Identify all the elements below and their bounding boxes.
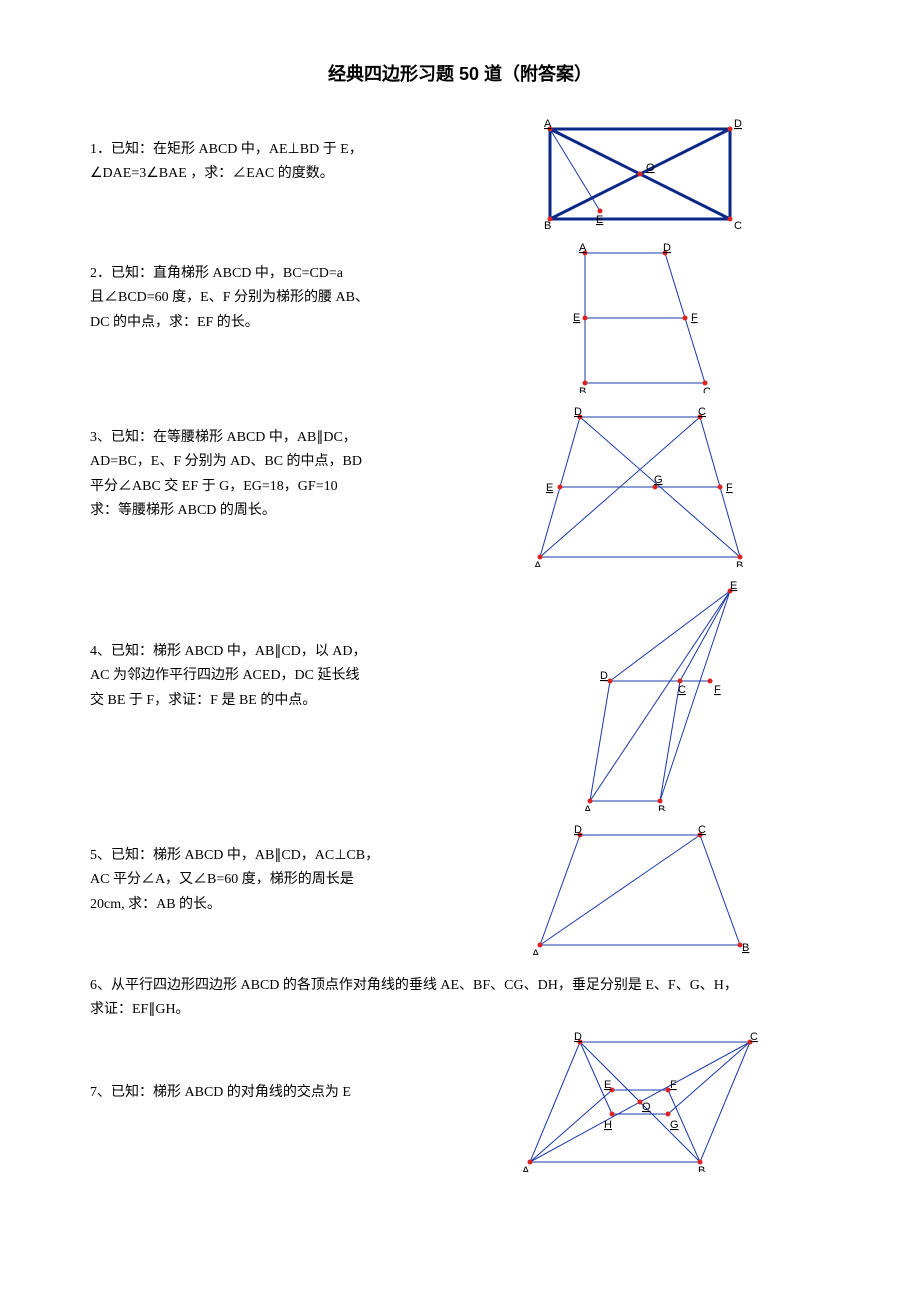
- p4-line2: AC 为邻边作平行四边形 ACED，DC 延长线: [90, 665, 430, 687]
- p7-line1: 7、已知：梯形 ABCD 的对角线的交点为 E: [90, 1082, 430, 1104]
- svg-text:D: D: [574, 407, 582, 418]
- svg-text:F: F: [726, 482, 733, 494]
- svg-text:E: E: [546, 482, 553, 494]
- svg-text:A: A: [584, 804, 592, 811]
- svg-text:B: B: [658, 804, 665, 811]
- p1-line1: 1．已知：在矩形 ABCD 中，AE⊥BD 于 E，: [90, 139, 430, 161]
- svg-text:F: F: [714, 684, 721, 696]
- svg-text:C: C: [678, 684, 686, 696]
- svg-text:A: A: [544, 119, 552, 130]
- svg-text:E: E: [596, 214, 603, 226]
- problem-5-text: 5、已知：梯形 ABCD 中，AB∥CD，AC⊥CB， AC 平分∠A，又∠B=…: [90, 825, 430, 918]
- svg-text:D: D: [734, 119, 742, 130]
- svg-text:C: C: [698, 825, 706, 836]
- figure-2: A D E F B C: [450, 243, 830, 393]
- svg-text:G: G: [654, 474, 663, 486]
- problem-5: 5、已知：梯形 ABCD 中，AB∥CD，AC⊥CB， AC 平分∠A，又∠B=…: [90, 825, 830, 955]
- p6-line1: 6、从平行四边形四边形 ABCD 的各顶点作对角线的垂线 AE、BF、CG、DH…: [90, 975, 830, 997]
- p2-line1: 2．已知：直角梯形 ABCD 中，BC=CD=a: [90, 263, 430, 285]
- p5-line3: 20cm, 求：AB 的长。: [90, 894, 430, 916]
- svg-text:E: E: [604, 1079, 611, 1091]
- figure-3: D C E G F A B: [450, 407, 830, 567]
- svg-text:H: H: [604, 1119, 612, 1131]
- svg-text:O: O: [642, 1101, 651, 1113]
- svg-text:A: A: [532, 948, 540, 955]
- svg-text:A: A: [579, 243, 587, 254]
- svg-text:A: A: [522, 1165, 530, 1172]
- p3-line3: 平分∠ABC 交 EF 于 G，EG=18，GF=10: [90, 476, 430, 498]
- svg-text:C: C: [703, 386, 711, 393]
- p2-line3: DC 的中点，求：EF 的长。: [90, 312, 430, 334]
- svg-text:C: C: [750, 1032, 758, 1043]
- svg-text:D: D: [663, 243, 671, 254]
- figure-4: A B D C F E: [450, 581, 830, 811]
- figure-5: A D C B: [450, 825, 830, 955]
- svg-text:O: O: [646, 162, 655, 174]
- svg-text:B: B: [544, 220, 551, 229]
- problem-7-text: 7、已知：梯形 ABCD 的对角线的交点为 E: [90, 1032, 430, 1106]
- problem-7: 7、已知：梯形 ABCD 的对角线的交点为 E D C A B E F O H G: [90, 1032, 830, 1172]
- svg-text:C: C: [734, 220, 742, 229]
- p5-line2: AC 平分∠A，又∠B=60 度，梯形的周长是: [90, 869, 430, 891]
- problem-6-text: 6、从平行四边形四边形 ABCD 的各顶点作对角线的垂线 AE、BF、CG、DH…: [90, 975, 830, 1022]
- p1-line2: ∠DAE=3∠BAE ，求：∠EAC 的度数。: [90, 163, 430, 185]
- problem-3-text: 3、已知：在等腰梯形 ABCD 中，AB∥DC， AD=BC，E、F 分别为 A…: [90, 407, 430, 525]
- p4-line3: 交 BE 于 F，求证：F 是 BE 的中点。: [90, 690, 430, 712]
- svg-text:C: C: [698, 407, 706, 418]
- p3-line2: AD=BC，E、F 分别为 AD、BC 的中点，BD: [90, 451, 430, 473]
- svg-text:D: D: [574, 1032, 582, 1043]
- svg-text:B: B: [579, 386, 586, 393]
- problem-4: 4、已知：梯形 ABCD 中，AB∥CD，以 AD， AC 为邻边作平行四边形 …: [90, 581, 830, 811]
- svg-text:G: G: [670, 1119, 679, 1131]
- svg-text:F: F: [691, 312, 698, 324]
- svg-text:E: E: [730, 581, 737, 592]
- problem-2-text: 2．已知：直角梯形 ABCD 中，BC=CD=a 且∠BCD=60 度，E、F …: [90, 243, 430, 336]
- svg-text:D: D: [600, 670, 608, 682]
- problem-3: 3、已知：在等腰梯形 ABCD 中，AB∥DC， AD=BC，E、F 分别为 A…: [90, 407, 830, 567]
- problem-4-text: 4、已知：梯形 ABCD 中，AB∥CD，以 AD， AC 为邻边作平行四边形 …: [90, 581, 430, 714]
- p5-line1: 5、已知：梯形 ABCD 中，AB∥CD，AC⊥CB，: [90, 845, 430, 867]
- svg-text:B: B: [698, 1165, 705, 1172]
- p3-line1: 3、已知：在等腰梯形 ABCD 中，AB∥DC，: [90, 427, 430, 449]
- p4-line1: 4、已知：梯形 ABCD 中，AB∥CD，以 AD，: [90, 641, 430, 663]
- svg-text:B: B: [736, 560, 743, 567]
- p6-line2: 求证：EF∥GH。: [90, 999, 830, 1021]
- p2-line2: 且∠BCD=60 度，E、F 分别为梯形的腰 AB、: [90, 287, 430, 309]
- page-title: 经典四边形习题 50 道（附答案）: [90, 60, 830, 89]
- svg-text:A: A: [534, 560, 542, 567]
- svg-text:F: F: [670, 1079, 677, 1091]
- svg-text:D: D: [574, 825, 582, 836]
- problem-1: 1．已知：在矩形 ABCD 中，AE⊥BD 于 E， ∠DAE=3∠BAE ，求…: [90, 119, 830, 229]
- svg-text:E: E: [573, 312, 580, 324]
- svg-text:B: B: [742, 942, 749, 954]
- problem-2: 2．已知：直角梯形 ABCD 中，BC=CD=a 且∠BCD=60 度，E、F …: [90, 243, 830, 393]
- figure-6: D C A B E F O H G: [450, 1032, 830, 1172]
- problem-1-text: 1．已知：在矩形 ABCD 中，AE⊥BD 于 E， ∠DAE=3∠BAE ，求…: [90, 119, 430, 188]
- figure-1: A D B C E O: [450, 119, 830, 229]
- p3-line4: 求：等腰梯形 ABCD 的周长。: [90, 500, 430, 522]
